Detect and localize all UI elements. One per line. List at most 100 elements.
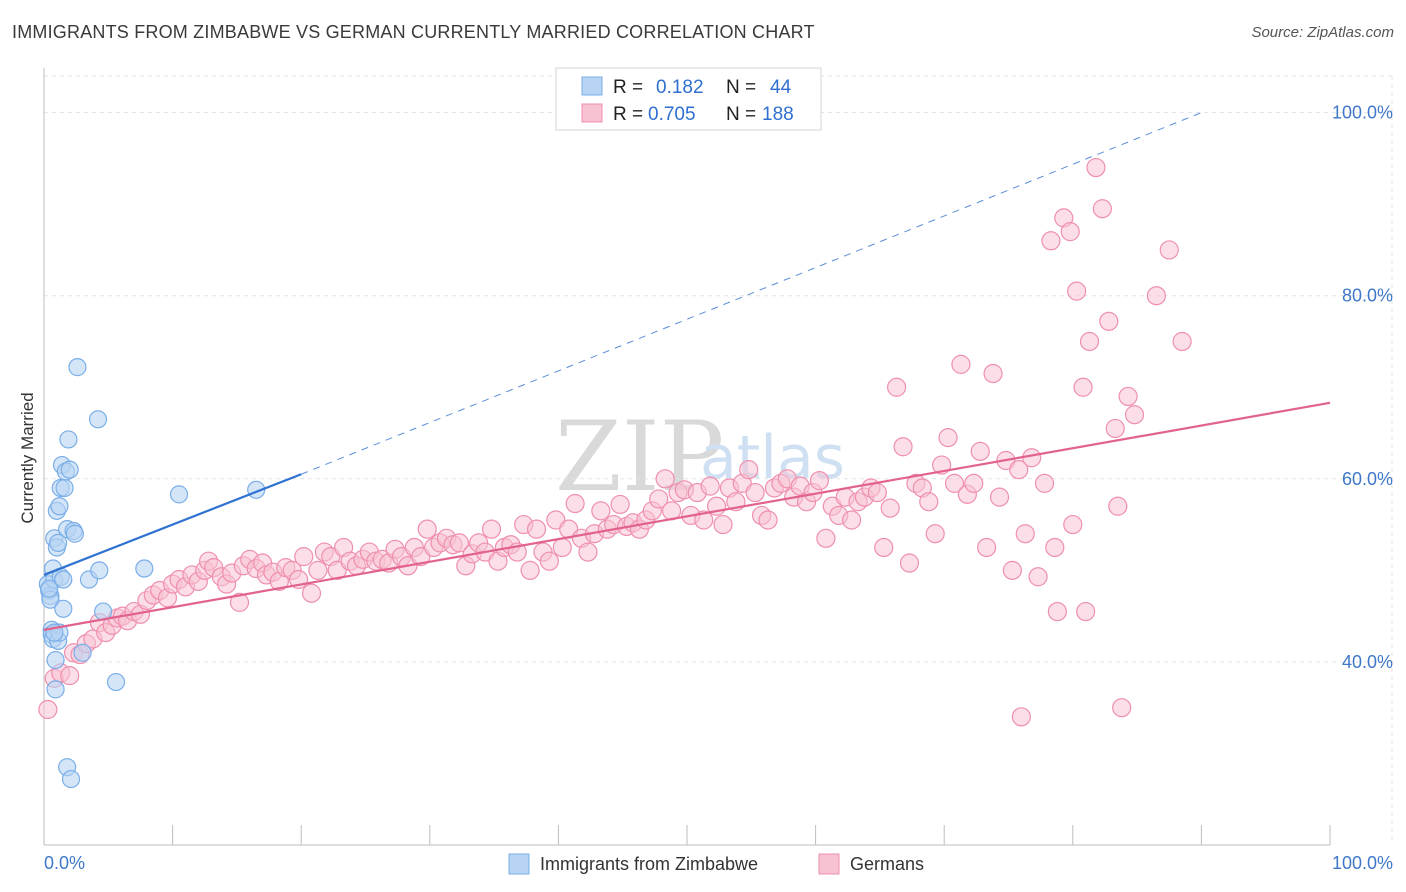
germans-point-105 xyxy=(700,476,720,496)
germans-point-136 xyxy=(899,553,920,573)
germans-point-148 xyxy=(977,537,997,558)
bottom-legend-swatch-germans xyxy=(818,853,840,875)
x-tick-left: 0.0% xyxy=(44,853,85,873)
germans-point-168 xyxy=(1105,418,1125,439)
legend-swatch-zimbabwe xyxy=(581,76,603,96)
zimbabwe-point-37 xyxy=(106,672,126,692)
legend-box: R = 0.182 N = 44 R = 0.705 N = 188 xyxy=(555,67,822,131)
germans-point-161 xyxy=(1060,222,1080,242)
germans-point-44 xyxy=(308,560,328,580)
germans-point-171 xyxy=(1124,405,1145,425)
germans-point-135 xyxy=(893,437,913,457)
germans-point-174 xyxy=(1172,331,1192,352)
germans-point-42 xyxy=(294,547,314,567)
germans-point-114 xyxy=(758,510,778,530)
germans-point-156 xyxy=(1028,567,1048,587)
legend-r-label-1: R = xyxy=(613,77,643,98)
chart-title: IMMIGRANTS FROM ZIMBABWE VS GERMAN CURRE… xyxy=(12,22,815,42)
zimbabwe-point-28 xyxy=(61,769,81,789)
germans-point-173 xyxy=(1159,240,1179,260)
germans-point-170 xyxy=(1118,386,1138,407)
germans-point-77 xyxy=(520,560,540,580)
germans-point-43 xyxy=(301,583,322,603)
germans-point-3 xyxy=(60,666,80,686)
germans-point-149 xyxy=(983,363,1003,384)
germans-point-97 xyxy=(649,489,669,509)
germans-point-80 xyxy=(539,551,559,571)
legend-swatch-germans xyxy=(581,103,603,123)
germans-point-112 xyxy=(745,482,765,503)
bottom-legend-label-germans: Germans xyxy=(850,854,924,874)
germans-point-153 xyxy=(1009,460,1029,480)
y-tick-label-3: 100.0% xyxy=(1332,103,1393,123)
y-tick-label-2: 80.0% xyxy=(1342,286,1393,306)
germans-point-0 xyxy=(38,699,58,720)
germans-point-152 xyxy=(1002,560,1022,580)
zimbabwe-trend-line xyxy=(43,473,302,576)
source-label: Source: ZipAtlas.com xyxy=(1251,24,1394,41)
germans-point-146 xyxy=(964,473,984,493)
germans-point-165 xyxy=(1086,157,1106,178)
y-tick-label-0: 40.0% xyxy=(1342,652,1393,672)
germans-point-150 xyxy=(989,487,1010,507)
zimbabwe-point-20 xyxy=(54,599,73,618)
zimbabwe-point-32 xyxy=(73,643,92,662)
germans-point-88 xyxy=(591,501,611,521)
legend-n-label-2: N = xyxy=(726,104,756,125)
germans-point-84 xyxy=(565,493,585,514)
germans-point-143 xyxy=(944,473,965,493)
germans-point-78 xyxy=(526,519,547,539)
germans-point-176 xyxy=(1045,537,1065,558)
legend-r-label-2: R = xyxy=(613,104,643,125)
germans-point-123 xyxy=(816,528,836,548)
zimbabwe-point-26 xyxy=(59,430,78,449)
zimbabwe-point-27 xyxy=(60,460,79,479)
legend-n-value-2: 188 xyxy=(762,104,794,125)
germans-point-91 xyxy=(610,494,630,515)
germans-point-139 xyxy=(919,492,939,512)
zimbabwe-point-39 xyxy=(169,485,189,504)
germans-point-177 xyxy=(1063,514,1083,535)
bottom-legend-label-zimbabwe: Immigrants from Zimbabwe xyxy=(540,854,758,874)
germans-points xyxy=(38,157,1192,727)
zimbabwe-point-43 xyxy=(49,533,68,552)
germans-point-31 xyxy=(229,592,250,612)
germans-point-132 xyxy=(874,537,894,558)
germans-point-131 xyxy=(867,482,887,503)
germans-point-142 xyxy=(938,428,958,448)
germans-point-175 xyxy=(1011,707,1031,727)
germans-point-169 xyxy=(1112,698,1132,718)
germans-point-140 xyxy=(925,524,945,544)
germans-point-172 xyxy=(1146,286,1166,306)
germans-point-157 xyxy=(1034,473,1055,493)
legend-r-value-2: 0.705 xyxy=(648,104,696,125)
x-tick-labels: 0.0% 100.0% xyxy=(44,853,1393,873)
y-axis-label: Currently Married xyxy=(18,392,37,523)
germans-point-82 xyxy=(552,537,572,558)
germans-point-66 xyxy=(449,533,469,553)
germans-point-155 xyxy=(1022,448,1042,468)
germans-point-104 xyxy=(694,510,714,530)
legend-n-label-1: N = xyxy=(726,77,756,98)
y-tick-labels: 40.0% 60.0% 80.0% 100.0% xyxy=(1332,103,1393,672)
germans-point-166 xyxy=(1092,199,1112,219)
germans-point-159 xyxy=(1047,601,1067,622)
germans-point-144 xyxy=(951,354,971,374)
legend-r-value-1: 0.182 xyxy=(656,77,704,98)
zimbabwe-point-35 xyxy=(90,561,109,580)
germans-point-178 xyxy=(1076,601,1096,622)
germans-point-163 xyxy=(1073,377,1093,397)
germans-point-122 xyxy=(809,471,830,491)
zimbabwe-point-11 xyxy=(46,680,65,699)
germans-trend-line xyxy=(43,401,1331,631)
zimbabwe-point-41 xyxy=(40,579,59,598)
germans-point-86 xyxy=(578,542,598,562)
germans-point-154 xyxy=(1015,524,1035,544)
germans-point-179 xyxy=(1108,496,1128,516)
zimbabwe-point-34 xyxy=(88,410,108,429)
germans-point-162 xyxy=(1067,281,1087,301)
germans-point-164 xyxy=(1079,331,1100,352)
zimbabwe-point-31 xyxy=(68,358,87,377)
germans-point-133 xyxy=(880,498,900,518)
